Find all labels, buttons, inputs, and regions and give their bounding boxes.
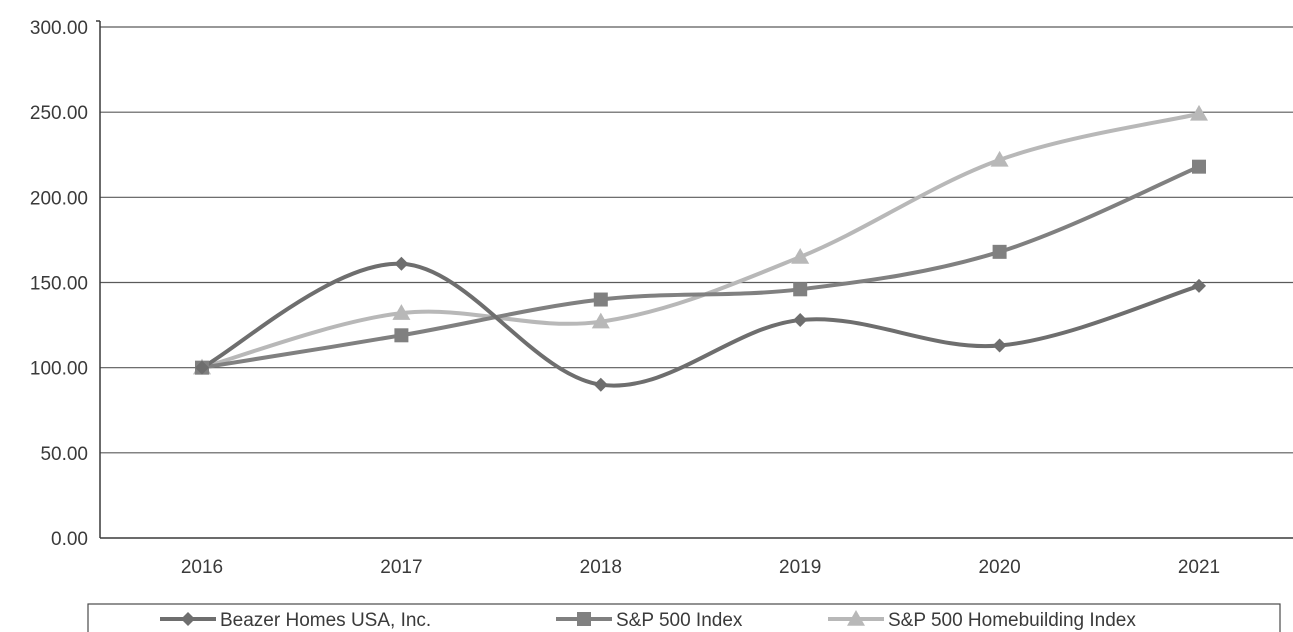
x-tick-label: 2021 bbox=[1178, 557, 1220, 578]
legend-label: S&P 500 Homebuilding Index bbox=[888, 610, 1136, 631]
series-markers bbox=[193, 104, 1208, 392]
y-tick-label: 50.00 bbox=[40, 444, 88, 465]
series-1-point bbox=[593, 292, 608, 307]
y-tick-label: 100.00 bbox=[30, 359, 88, 380]
series-2-point bbox=[591, 312, 610, 329]
legend: Beazer Homes USA, Inc. S&P 500 Index S&P 5… bbox=[87, 603, 1281, 632]
series-2-point bbox=[1190, 104, 1208, 121]
y-tick-label: 250.00 bbox=[30, 103, 88, 124]
series-0-point bbox=[992, 338, 1007, 353]
series-0-point bbox=[394, 256, 409, 271]
series-1-point bbox=[992, 244, 1007, 259]
y-tick-label: 0.00 bbox=[51, 529, 88, 550]
series-0-point bbox=[593, 377, 608, 392]
series-0-point bbox=[1192, 278, 1206, 293]
legend-swatch-marker bbox=[181, 612, 195, 626]
series-2-point bbox=[791, 247, 810, 264]
series-1-point bbox=[394, 328, 409, 343]
y-tick-label: 300.00 bbox=[30, 18, 88, 39]
series-line-2 bbox=[200, 111, 1201, 370]
series-2-point bbox=[990, 150, 1009, 167]
y-axis-tick-labels: 0.00 50.00 100.00 150.00 200.00 250.00 300.00 bbox=[30, 18, 88, 550]
series-2-point bbox=[392, 304, 411, 320]
series-1-point bbox=[793, 282, 808, 297]
series-lines bbox=[200, 111, 1201, 388]
series-0-point bbox=[195, 360, 209, 375]
series-1-point bbox=[1192, 159, 1206, 174]
legend-label: S&P 500 Index bbox=[616, 610, 743, 631]
axes bbox=[96, 20, 1293, 539]
series-0-point bbox=[793, 312, 808, 327]
legend-box bbox=[87, 603, 1281, 632]
y-tick-label: 150.00 bbox=[30, 274, 88, 295]
legend-swatch-marker bbox=[847, 610, 865, 626]
series-line-1 bbox=[200, 164, 1201, 370]
legend-swatch-marker bbox=[577, 612, 591, 626]
gridlines bbox=[100, 26, 1293, 454]
x-tick-label: 2016 bbox=[181, 557, 223, 578]
x-tick-label: 2018 bbox=[580, 557, 622, 578]
series-line-0 bbox=[200, 261, 1201, 388]
x-tick-label: 2019 bbox=[779, 557, 821, 578]
x-tick-label: 2017 bbox=[380, 557, 422, 578]
y-tick-label: 200.00 bbox=[30, 188, 88, 209]
x-axis-tick-labels: 2016 2017 2018 2019 2020 2021 bbox=[181, 557, 1220, 578]
x-tick-label: 2020 bbox=[978, 557, 1020, 578]
legend-label: Beazer Homes USA, Inc. bbox=[220, 610, 431, 631]
